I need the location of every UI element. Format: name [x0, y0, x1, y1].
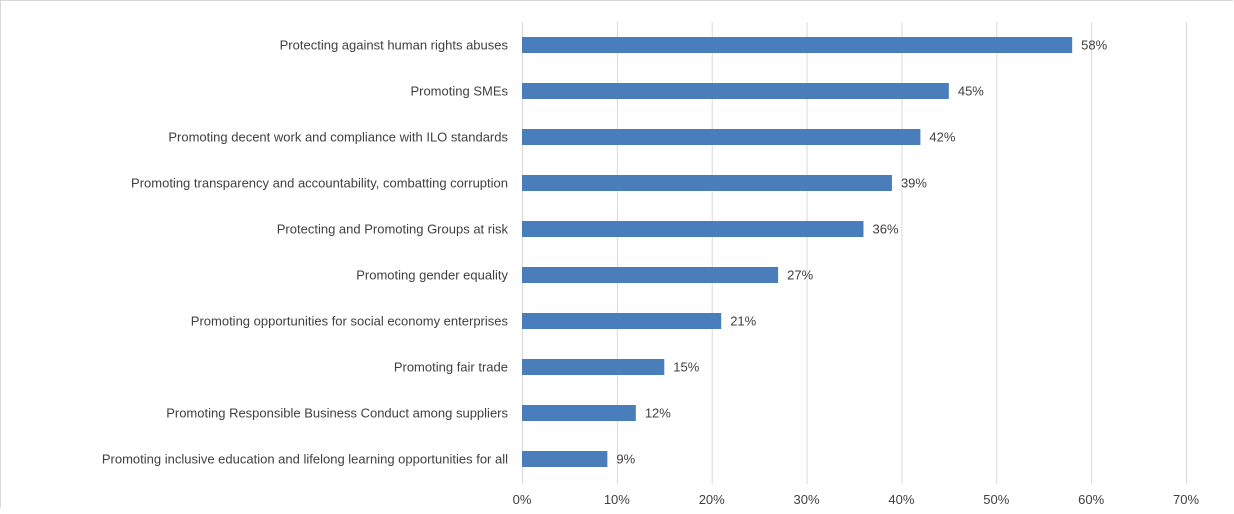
x-tick-label: 70% — [1173, 492, 1199, 507]
data-label: 15% — [673, 360, 699, 375]
bar-5 — [522, 267, 779, 283]
x-tick-label: 30% — [794, 492, 820, 507]
category-label: Promoting decent work and compliance wit… — [168, 130, 508, 145]
bar-7 — [522, 359, 665, 375]
category-labels: Protecting against human rights abuses Pr… — [102, 38, 509, 467]
data-label: 21% — [730, 314, 756, 329]
bar-3 — [522, 175, 892, 191]
bar-6 — [522, 313, 722, 329]
data-labels: 58% 45% 42% 39% 36% 27% 21% 15% 12% 9% — [616, 38, 1107, 467]
data-label: 27% — [787, 268, 813, 283]
bar-8 — [522, 405, 636, 421]
x-tick-label: 50% — [983, 492, 1009, 507]
category-label: Protecting against human rights abuses — [280, 38, 509, 53]
data-label: 39% — [901, 176, 927, 191]
category-label: Promoting inclusive education and lifelo… — [102, 452, 508, 467]
bar-0 — [522, 37, 1073, 53]
data-label: 42% — [929, 130, 955, 145]
x-tick-label: 0% — [513, 492, 532, 507]
x-tick-label: 40% — [888, 492, 914, 507]
bar-2 — [522, 129, 921, 145]
x-tick-label: 60% — [1078, 492, 1104, 507]
x-tick-label: 10% — [604, 492, 630, 507]
x-axis-tick-labels: 0% 10% 20% 30% 40% 50% 60% 70% — [513, 492, 1200, 507]
bar-1 — [522, 83, 949, 99]
category-label: Promoting Responsible Business Conduct a… — [166, 406, 508, 421]
bars — [522, 37, 1073, 467]
bar-4 — [522, 221, 864, 237]
category-label: Promoting gender equality — [356, 268, 508, 283]
data-label: 9% — [616, 452, 635, 467]
category-label: Protecting and Promoting Groups at risk — [277, 222, 509, 237]
data-label: 12% — [645, 406, 671, 421]
bar-9 — [522, 451, 608, 467]
data-label: 58% — [1081, 38, 1107, 53]
data-label: 36% — [872, 222, 898, 237]
category-label: Promoting SMEs — [410, 84, 508, 99]
category-label: Promoting fair trade — [394, 360, 508, 375]
grid-lines — [522, 22, 1187, 484]
category-label: Promoting transparency and accountabilit… — [131, 176, 508, 191]
category-label: Promoting opportunities for social econo… — [191, 314, 509, 329]
x-tick-label: 20% — [699, 492, 725, 507]
data-label: 45% — [958, 84, 984, 99]
